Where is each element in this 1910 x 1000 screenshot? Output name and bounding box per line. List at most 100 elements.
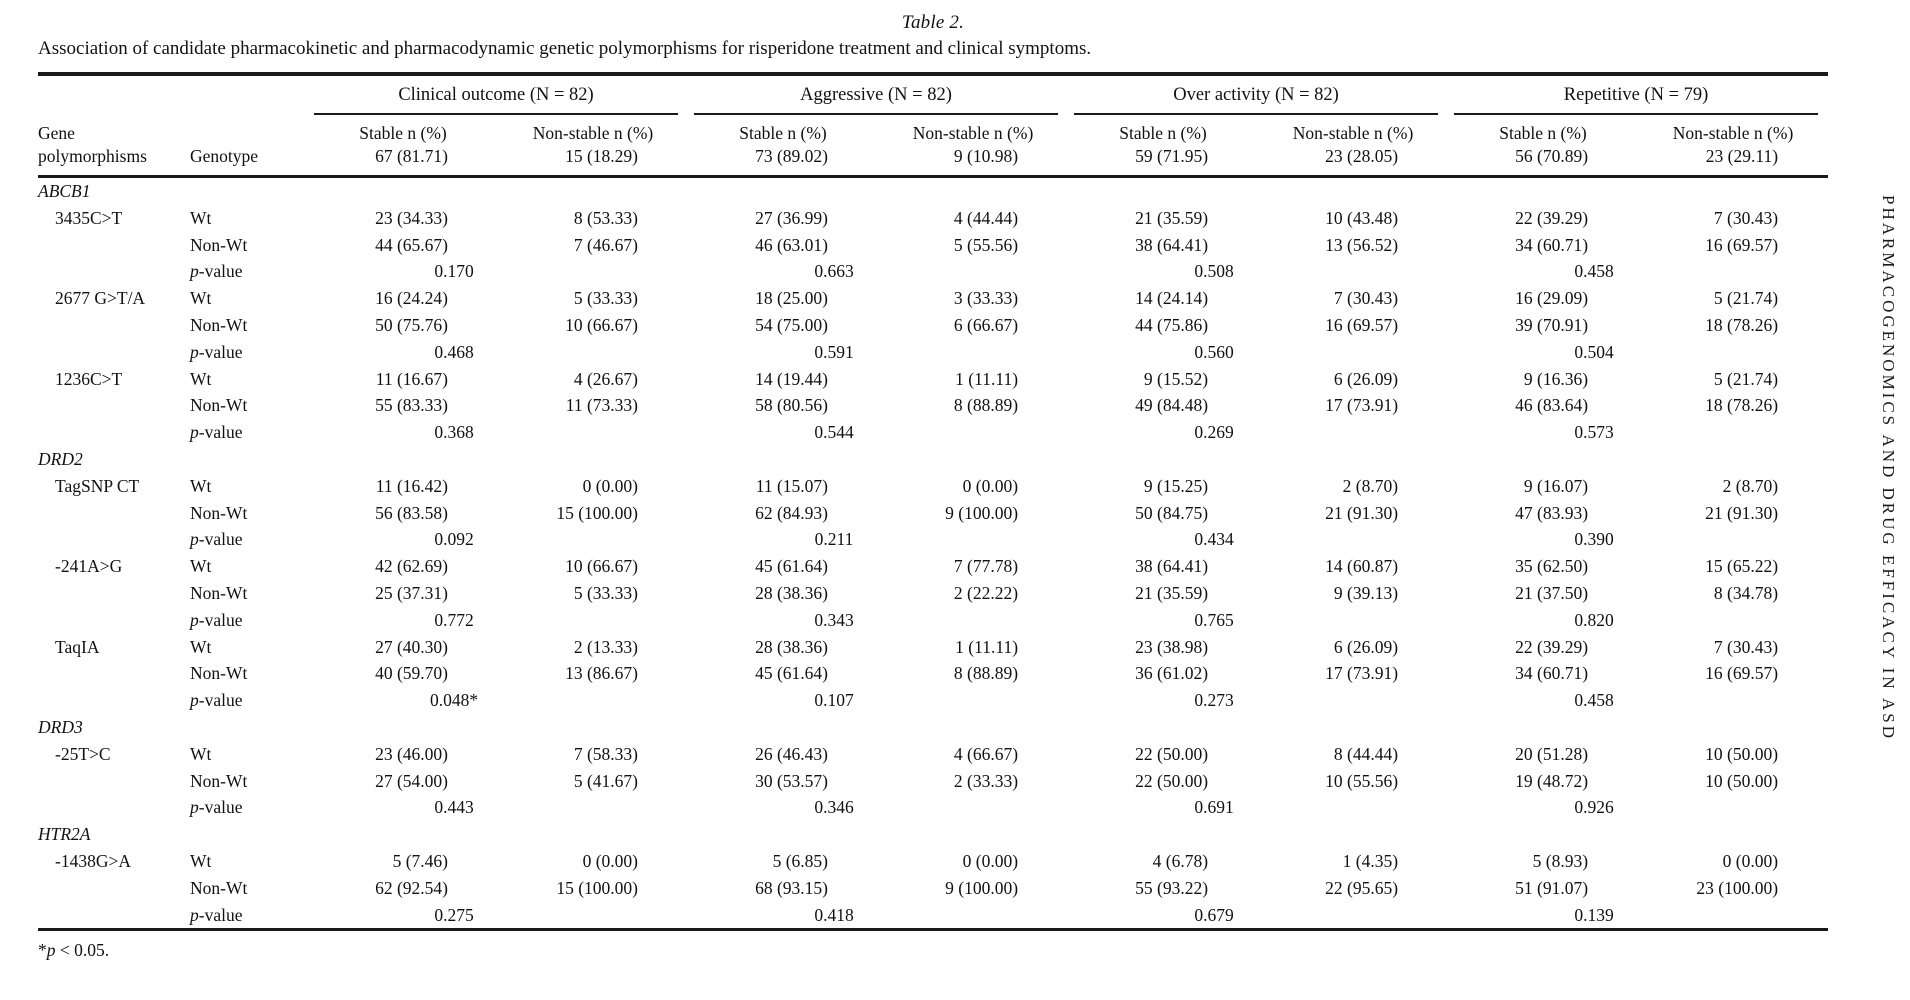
gene-section-row: HTR2A xyxy=(38,821,1828,848)
group-header-spacer xyxy=(38,74,308,115)
genotype-label: Wt xyxy=(190,636,212,657)
wt-value: 5 (6.85) xyxy=(772,850,829,871)
wt-value: 6 (26.09) xyxy=(1333,368,1399,389)
wt-row: -241A>G Wt 42 (62.69) 10 (66.67) 45 (61.64) 7… xyxy=(38,553,1828,580)
nonwt-value: 44 (75.86) xyxy=(1135,314,1209,335)
genotype-label: Wt xyxy=(190,475,212,496)
stable-column-header: Stable n (%) xyxy=(1499,123,1587,143)
wt-value: 5 (33.33) xyxy=(573,288,639,309)
nonwt-value: 15 (100.00) xyxy=(556,502,639,523)
pvalue-value: 0.368 xyxy=(434,422,474,443)
nonwt-value: 49 (84.48) xyxy=(1135,395,1209,416)
pvalue-label-p: p xyxy=(190,609,199,630)
nonwt-value: 10 (66.67) xyxy=(565,314,639,335)
nonwt-value: 19 (48.72) xyxy=(1515,770,1589,791)
nonwt-value: 17 (73.91) xyxy=(1325,395,1399,416)
wt-value: 14 (19.44) xyxy=(755,368,829,389)
pvalue-label-p: p xyxy=(190,797,199,818)
subheader-row: Gene Stable n (%) Non-stable n (%) Stabl… xyxy=(38,115,1828,144)
polymorphism-label: -241A>G xyxy=(55,556,123,577)
nonwt-value: 28 (38.36) xyxy=(755,582,829,603)
pvalue-label-p: p xyxy=(190,529,199,550)
wt-value: 11 (16.42) xyxy=(375,475,448,496)
pvalue-label-rest: -value xyxy=(198,261,243,282)
wt-value: 16 (29.09) xyxy=(1515,288,1589,309)
nonwt-value: 40 (59.70) xyxy=(375,663,448,684)
wt-row: TaqIA Wt 27 (40.30) 2 (13.33) 28 (38.36) 1 (1… xyxy=(38,634,1828,661)
pvalue-value: 0.508 xyxy=(1194,261,1234,282)
pvalue-row: p-value 0.092 0.211 0.434 0.390 xyxy=(38,526,1828,553)
pvalue-row: p-value 0.772 0.343 0.765 0.820 xyxy=(38,607,1828,634)
nonwt-value: 10 (50.00) xyxy=(1705,770,1779,791)
wt-value: 7 (30.43) xyxy=(1713,636,1779,657)
polymorphism-label: TagSNP CT xyxy=(55,475,140,496)
stable-column-header: Stable n (%) xyxy=(359,123,447,143)
polymorphism-label-spacer xyxy=(38,607,190,634)
nonwt-value: 21 (91.30) xyxy=(1325,502,1399,523)
nonwt-value: 5 (33.33) xyxy=(573,582,639,603)
nonwt-value: 50 (75.76) xyxy=(375,314,448,335)
nonwt-value: 9 (39.13) xyxy=(1333,582,1399,603)
nonwt-value: 16 (69.57) xyxy=(1705,663,1779,684)
group-total: 15 (18.29) xyxy=(498,144,689,178)
totals-row: polymorphisms Genotype 67 (81.71) 15 (18… xyxy=(38,144,1829,178)
genotype-label: Non-Wt xyxy=(190,663,248,684)
polymorphism-label: TaqIA xyxy=(55,636,100,657)
polymorphism-label: 1236C>T xyxy=(55,368,123,389)
polymorphism-label-spacer xyxy=(38,392,190,419)
nonwt-value: 46 (83.64) xyxy=(1515,395,1589,416)
wt-value: 23 (46.00) xyxy=(375,743,448,764)
genotype-column-spacer xyxy=(190,115,308,144)
nonwt-row: Non-Wt 56 (83.58) 15 (100.00) 62 (84.93) 9 (… xyxy=(38,500,1828,527)
nonwt-value: 54 (75.00) xyxy=(755,314,829,335)
pvalue-label: p-value xyxy=(190,902,308,930)
table-number-title: Table 2. xyxy=(901,12,965,33)
gene-section-label: DRD2 xyxy=(38,448,83,469)
genotype-label: Wt xyxy=(190,368,212,389)
pvalue-label: p-value xyxy=(190,607,308,634)
nonstable-column-header: Non-stable n (%) xyxy=(912,123,1034,143)
nonwt-value: 21 (91.30) xyxy=(1705,502,1779,523)
nonwt-value: 25 (37.31) xyxy=(375,582,448,603)
pvalue-row: p-value 0.170 0.663 0.508 0.458 xyxy=(38,258,1828,285)
wt-row: 1236C>T Wt 11 (16.67) 4 (26.67) 14 (19.44) 1 … xyxy=(38,366,1828,393)
nonwt-value: 23 (100.00) xyxy=(1696,877,1779,898)
pvalue-value: 0.504 xyxy=(1574,341,1614,362)
group-total: 56 (70.89) xyxy=(1448,144,1639,178)
association-table: Clinical outcome (N = 82) Aggressive (N … xyxy=(38,72,1829,932)
nonwt-value: 27 (54.00) xyxy=(375,770,448,791)
wt-value: 9 (16.36) xyxy=(1523,368,1589,389)
genotype-label: Wt xyxy=(190,556,212,577)
nonwt-value: 36 (61.02) xyxy=(1135,663,1209,684)
nonwt-value: 5 (41.67) xyxy=(573,770,639,791)
pvalue-value: 0.443 xyxy=(434,797,474,818)
group-header-clinical: Clinical outcome (N = 82) xyxy=(308,74,688,115)
wt-value: 7 (58.33) xyxy=(573,743,639,764)
pvalue-value: 0.048* xyxy=(429,690,479,711)
nonwt-value: 18 (78.26) xyxy=(1705,395,1779,416)
nonwt-value: 34 (60.71) xyxy=(1515,663,1589,684)
nonwt-value: 55 (93.22) xyxy=(1135,877,1209,898)
wt-value: 3 (33.33) xyxy=(953,288,1019,309)
group-total: 23 (29.11) xyxy=(1638,144,1829,178)
pvalue-label: p-value xyxy=(190,419,308,446)
pvalue-value: 0.269 xyxy=(1194,422,1234,443)
genotype-label: Non-Wt xyxy=(190,234,248,255)
genotype-label: Wt xyxy=(190,850,212,871)
pvalue-label-rest: -value xyxy=(198,690,243,711)
nonwt-value: 9 (100.00) xyxy=(945,877,1019,898)
footnote: *p < 0.05. xyxy=(38,940,1828,961)
genotype-label: Non-Wt xyxy=(190,395,248,416)
nonwt-row: Non-Wt 40 (59.70) 13 (86.67) 45 (61.64) 8 (8… xyxy=(38,660,1828,687)
nonwt-value: 55 (83.33) xyxy=(375,395,448,416)
genotype-label: Non-Wt xyxy=(190,877,248,898)
pvalue-row: p-value 0.368 0.544 0.269 0.573 xyxy=(38,419,1828,446)
nonwt-value: 21 (37.50) xyxy=(1515,582,1589,603)
pvalue-value: 0.544 xyxy=(814,422,854,443)
wt-value: 6 (26.09) xyxy=(1333,636,1399,657)
nonwt-value: 8 (88.89) xyxy=(953,663,1019,684)
pvalue-value: 0.591 xyxy=(814,341,854,362)
pvalue-value: 0.346 xyxy=(814,797,854,818)
genotype-label: Wt xyxy=(190,288,212,309)
pvalue-label-p: p xyxy=(190,261,199,282)
